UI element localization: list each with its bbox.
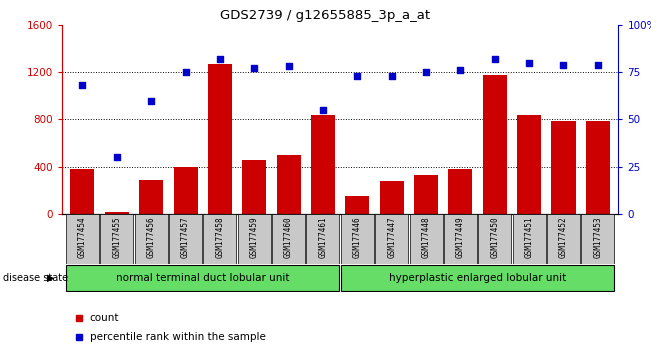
Text: GDS2739 / g12655885_3p_a_at: GDS2739 / g12655885_3p_a_at bbox=[221, 9, 430, 22]
Bar bbox=[135, 214, 168, 264]
Bar bbox=[483, 75, 506, 214]
Text: GSM177451: GSM177451 bbox=[525, 217, 534, 258]
Text: GSM177450: GSM177450 bbox=[490, 217, 499, 258]
Point bbox=[455, 67, 465, 73]
Point bbox=[318, 107, 328, 113]
Bar bbox=[70, 169, 94, 214]
Bar bbox=[341, 214, 374, 264]
Text: GSM177446: GSM177446 bbox=[353, 217, 362, 258]
Text: ▶: ▶ bbox=[46, 273, 54, 283]
Text: GSM177456: GSM177456 bbox=[146, 217, 156, 258]
Bar bbox=[100, 214, 133, 264]
Text: GSM177461: GSM177461 bbox=[318, 217, 327, 258]
Bar bbox=[341, 265, 615, 291]
Point bbox=[559, 62, 569, 67]
Bar bbox=[203, 214, 236, 264]
Point bbox=[387, 73, 397, 79]
Text: GSM177453: GSM177453 bbox=[593, 217, 602, 258]
Bar bbox=[169, 214, 202, 264]
Text: count: count bbox=[90, 313, 119, 322]
Point bbox=[111, 154, 122, 160]
Text: disease state: disease state bbox=[3, 273, 68, 283]
Bar bbox=[66, 265, 339, 291]
Bar bbox=[307, 214, 339, 264]
Text: GSM177455: GSM177455 bbox=[113, 217, 121, 258]
Point bbox=[524, 60, 534, 65]
Bar bbox=[238, 214, 271, 264]
Bar bbox=[208, 64, 232, 214]
Bar bbox=[551, 121, 575, 214]
Text: GSM177459: GSM177459 bbox=[250, 217, 258, 258]
Bar bbox=[272, 214, 305, 264]
Point bbox=[592, 62, 603, 67]
Point bbox=[249, 65, 260, 71]
Point bbox=[421, 69, 431, 75]
Bar bbox=[139, 180, 163, 214]
Bar bbox=[414, 175, 438, 214]
Bar bbox=[517, 115, 541, 214]
Text: percentile rank within the sample: percentile rank within the sample bbox=[90, 332, 266, 342]
Bar bbox=[66, 214, 99, 264]
Point bbox=[77, 82, 88, 88]
Text: GSM177454: GSM177454 bbox=[78, 217, 87, 258]
Bar bbox=[311, 115, 335, 214]
Bar bbox=[174, 167, 197, 214]
Bar bbox=[581, 214, 615, 264]
Text: GSM177457: GSM177457 bbox=[181, 217, 190, 258]
Bar bbox=[478, 214, 511, 264]
Bar bbox=[277, 155, 301, 214]
Point bbox=[490, 56, 500, 62]
Bar bbox=[547, 214, 580, 264]
Bar bbox=[512, 214, 546, 264]
Point bbox=[146, 98, 156, 103]
Bar bbox=[444, 214, 477, 264]
Text: GSM177448: GSM177448 bbox=[422, 217, 430, 258]
Text: normal terminal duct lobular unit: normal terminal duct lobular unit bbox=[116, 273, 290, 283]
Bar bbox=[345, 196, 369, 214]
Point bbox=[215, 56, 225, 62]
Bar bbox=[449, 169, 473, 214]
Bar bbox=[380, 181, 404, 214]
Point bbox=[283, 64, 294, 69]
Point bbox=[352, 73, 363, 79]
Bar bbox=[242, 160, 266, 214]
Bar bbox=[105, 212, 129, 214]
Point bbox=[180, 69, 191, 75]
Text: GSM177458: GSM177458 bbox=[215, 217, 225, 258]
Text: GSM177447: GSM177447 bbox=[387, 217, 396, 258]
Text: GSM177452: GSM177452 bbox=[559, 217, 568, 258]
Text: GSM177449: GSM177449 bbox=[456, 217, 465, 258]
Bar bbox=[586, 121, 610, 214]
Bar bbox=[409, 214, 443, 264]
Text: hyperplastic enlarged lobular unit: hyperplastic enlarged lobular unit bbox=[389, 273, 566, 283]
Bar bbox=[375, 214, 408, 264]
Text: GSM177460: GSM177460 bbox=[284, 217, 293, 258]
